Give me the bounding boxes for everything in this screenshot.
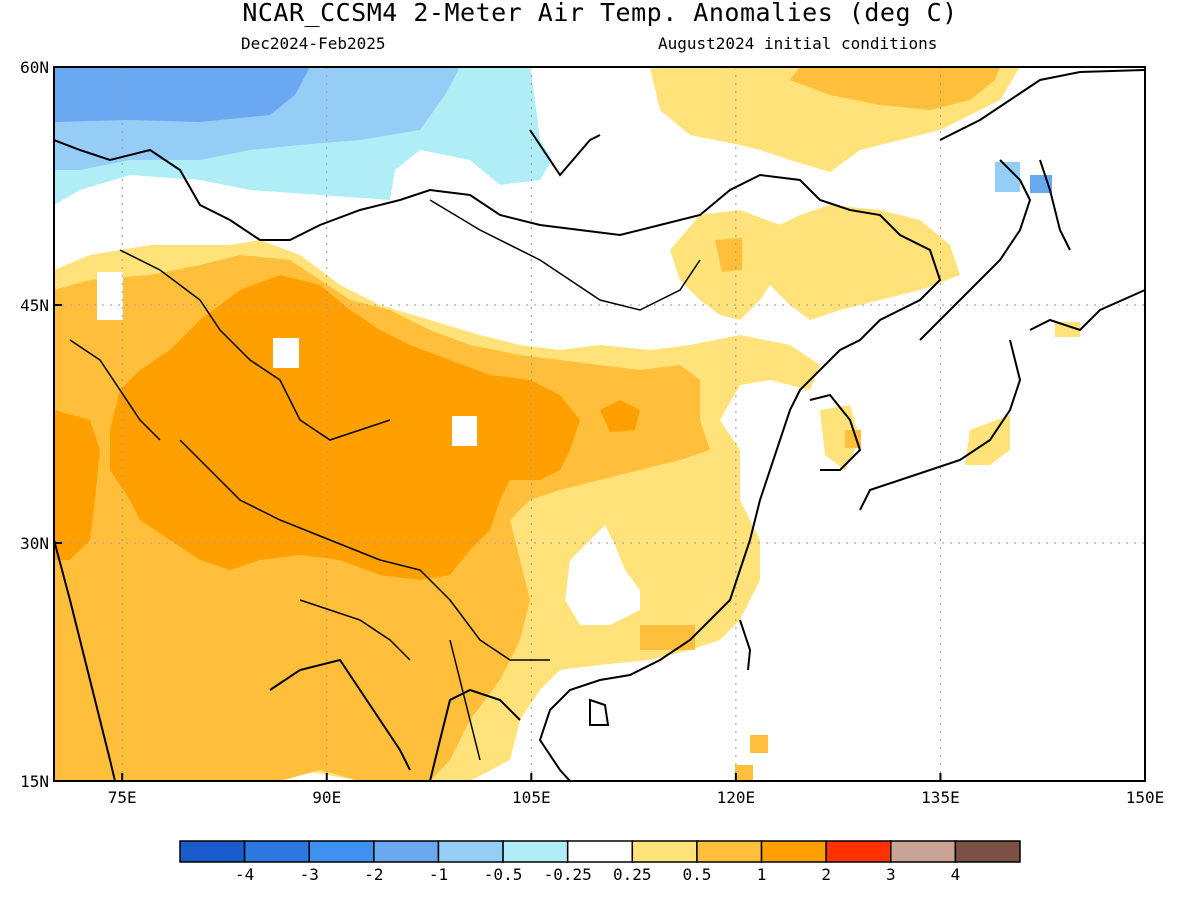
neutral-region-indochina — [510, 600, 800, 781]
colorbar-label: -1 — [429, 865, 448, 884]
neutral-cell-tarim — [273, 338, 299, 368]
colorbar-label: 4 — [951, 865, 961, 884]
colorbar-swatch — [890, 840, 957, 863]
colorbar-swatch — [566, 840, 634, 863]
colorbar-label: 1 — [757, 865, 767, 884]
country-borders — [69, 199, 701, 761]
lat-tick-label: 30N — [20, 534, 49, 553]
colorbar-label: -4 — [235, 865, 254, 884]
orange-patch-west — [54, 410, 100, 560]
initial-conditions: August2024 initial conditions — [658, 34, 938, 53]
colorbar-swatch — [179, 840, 246, 863]
colorbar-label: -2 — [364, 865, 383, 884]
neutral-region-southeast-china — [565, 525, 640, 625]
lat-tick-label: 15N — [20, 772, 49, 791]
map-frame — [53, 66, 1146, 782]
yellow-patch-hokkaido — [1055, 322, 1080, 337]
colorbar-label: 0.5 — [682, 865, 711, 884]
colorbar-label: 2 — [821, 865, 831, 884]
colorbar-swatch — [373, 840, 440, 863]
orange-patch-east-china — [600, 400, 640, 432]
colorbar-label: -3 — [300, 865, 319, 884]
colorbar: -4 -3 -2 -1 -0.5 -0.25 0.25 0.5 1 2 3 4 — [179, 840, 1021, 884]
yellow-anomaly-region-manchuria — [670, 205, 960, 320]
neutral-cell-kazakh — [97, 272, 123, 320]
colorbar-swatch — [954, 840, 1021, 863]
lon-tick-label: 150E — [1126, 788, 1165, 807]
colorbar-swatch — [502, 840, 569, 863]
orange-patch-luzon — [735, 765, 753, 781]
lat-tick-label: 45N — [20, 296, 49, 315]
lon-tick-label: 120E — [717, 788, 756, 807]
orange-patch-manchuria — [715, 238, 742, 272]
colorbar-swatch — [825, 840, 892, 863]
neutral-cell-qinghai — [452, 416, 477, 446]
lon-tick-label: 75E — [108, 788, 137, 807]
colorbar-swatch — [760, 840, 827, 863]
orange-patch-taiwan-south — [750, 735, 768, 753]
colorbar-label: 3 — [886, 865, 896, 884]
colorbar-swatch — [696, 840, 763, 863]
graticule — [54, 67, 1145, 781]
latitude-axis: 60N 45N 30N 15N — [20, 58, 62, 791]
orange-anomaly-core — [110, 275, 580, 580]
colorbar-swatch — [308, 840, 375, 863]
colorbar-label: 0.25 — [613, 865, 652, 884]
forecast-period: Dec2024-Feb2025 — [241, 34, 386, 53]
lon-tick-label: 135E — [921, 788, 960, 807]
anomaly-field — [54, 67, 1145, 781]
lon-tick-label: 105E — [512, 788, 551, 807]
colorbar-swatch — [631, 840, 698, 863]
colorbar-label: -0.25 — [544, 865, 592, 884]
lon-tick-label: 90E — [312, 788, 341, 807]
map-title: NCAR_CCSM4 2-Meter Air Temp. Anomalies (… — [242, 0, 958, 27]
colorbar-swatch — [437, 840, 504, 863]
coastlines — [54, 69, 1145, 781]
orange-patch-south-china — [640, 625, 695, 650]
lat-tick-label: 60N — [20, 58, 49, 77]
colorbar-swatch — [243, 840, 310, 863]
orange-light-anomaly-northeast — [790, 67, 1000, 110]
longitude-axis: 75E 90E 105E 120E 135E 150E — [108, 773, 1165, 807]
colorbar-label: -0.5 — [484, 865, 523, 884]
blue-anomaly-region — [54, 67, 310, 122]
